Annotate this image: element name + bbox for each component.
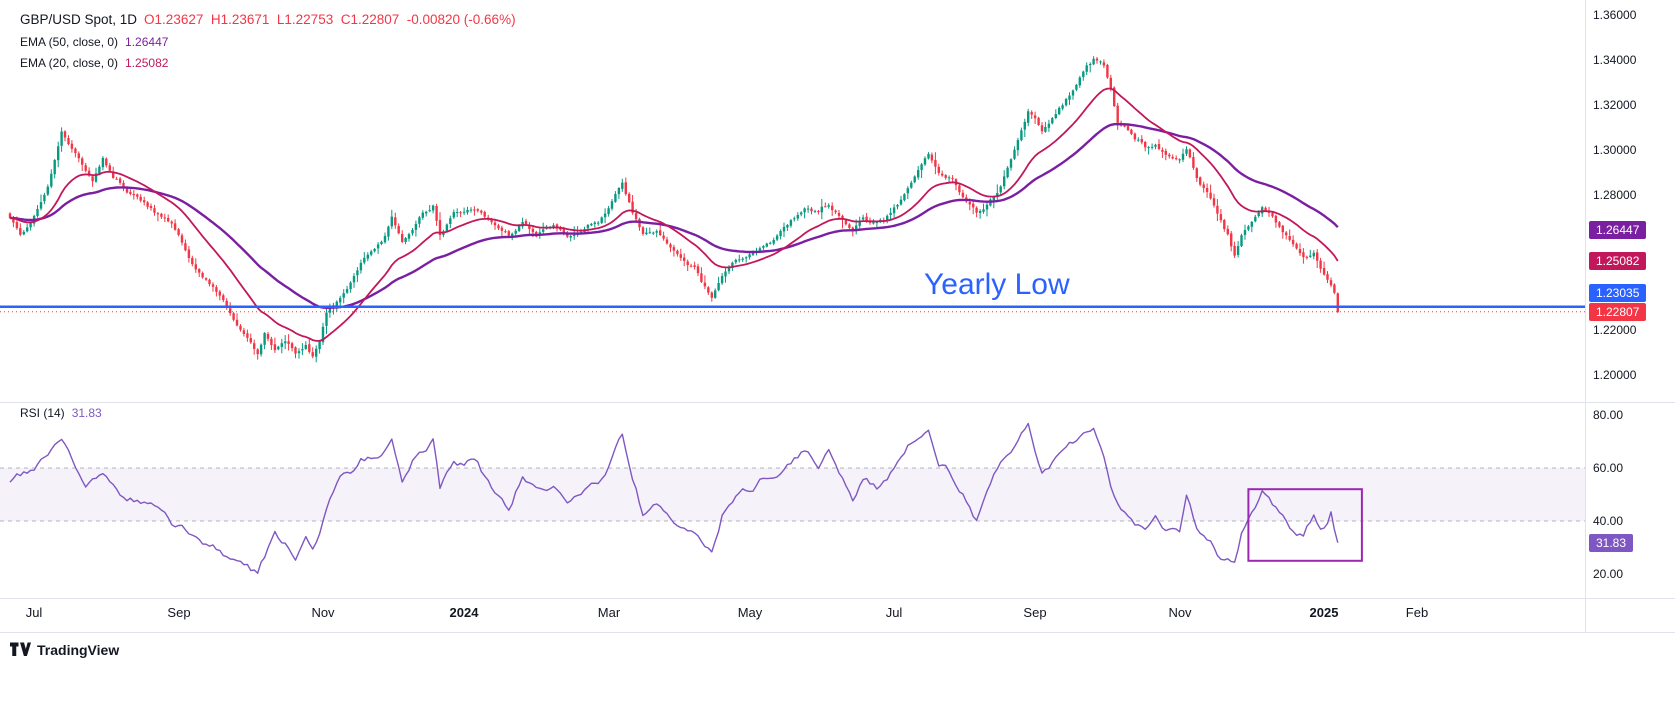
time-axis-label: Nov [311, 605, 335, 620]
tradingview-logo[interactable]: TradingView [10, 641, 119, 658]
price-badge: 1.25082 [1589, 251, 1647, 270]
rsi-band [0, 468, 1585, 521]
ema20-label: EMA (20, close, 0) [20, 56, 119, 70]
price-axis-label: 1.36000 [1593, 8, 1637, 22]
time-axis-label: Sep [1023, 605, 1047, 620]
price-axis-label: 1.30000 [1593, 143, 1637, 157]
rsi-label: RSI (14) [20, 406, 65, 420]
rsi-axis[interactable]: 80.00 60.00 40.00 20.00 31.83 [1585, 402, 1675, 598]
ema50-row[interactable]: EMA (50, close, 0) 1.26447 [20, 35, 516, 49]
price-axis-label: 1.20000 [1593, 368, 1637, 382]
ema20-value: 1.25082 [125, 56, 169, 70]
rsi-axis-label: 80.00 [1593, 408, 1624, 422]
rsi-value: 31.83 [71, 406, 102, 420]
price-badge: 1.26447 [1589, 220, 1647, 239]
ema20-row[interactable]: EMA (20, close, 0) 1.25082 [20, 56, 516, 70]
time-axis-label: May [737, 605, 763, 620]
time-axis-label: Nov [1168, 605, 1192, 620]
time-axis-label: Sep [167, 605, 191, 620]
candles [8, 56, 1339, 363]
price-axis-label: 1.32000 [1593, 98, 1637, 112]
symbol-title: GBP/USD Spot, 1D [20, 12, 138, 27]
time-axis[interactable]: Jul Sep Nov 2024 Mar May Jul Sep Nov 2025 Feb [0, 598, 1675, 632]
rsi-axis-label: 60.00 [1593, 461, 1624, 475]
ema50-line[interactable] [9, 122, 1339, 309]
price-axis-label: 1.22000 [1593, 323, 1637, 337]
tradingview-logo-icon [10, 642, 31, 656]
price-legend: GBP/USD Spot, 1D O1.23627 H1.23671 L1.22… [20, 12, 516, 77]
price-axis-label: 1.34000 [1593, 53, 1637, 67]
time-axis-label: 2025 [1309, 605, 1339, 620]
price-badge: 1.23035 [1589, 283, 1647, 302]
symbol-row[interactable]: GBP/USD Spot, 1D O1.23627 H1.23671 L1.22… [20, 12, 516, 27]
ema50-label: EMA (50, close, 0) [20, 35, 119, 49]
tradingview-logo-text: TradingView [37, 641, 120, 658]
rsi-axis-label: 20.00 [1593, 567, 1624, 581]
yearly-low-label[interactable]: Yearly Low [924, 268, 1070, 301]
ema50-value: 1.26447 [125, 35, 169, 49]
time-axis-label: Mar [597, 605, 621, 620]
rsi-annotation-box[interactable] [1247, 488, 1363, 562]
rsi-axis-label: 40.00 [1593, 514, 1624, 528]
price-badge: 1.22807 [1589, 302, 1647, 321]
time-axis-label: Feb [1405, 605, 1429, 620]
time-axis-label: Jul [885, 605, 903, 620]
time-axis-label: 2024 [449, 605, 479, 620]
rsi-line[interactable] [9, 422, 1339, 574]
ema20-line[interactable] [9, 87, 1339, 342]
price-axis[interactable]: 1.36000 1.34000 1.32000 1.30000 1.28000 1.220… [1585, 0, 1675, 402]
ohlc-values: O1.23627 H1.23671 L1.22753 C1.22807 -0.0… [144, 12, 516, 27]
rsi-badge: 31.83 [1589, 533, 1634, 552]
rsi-legend-row[interactable]: RSI (14) 31.83 [20, 406, 102, 420]
price-axis-label: 1.28000 [1593, 188, 1637, 202]
time-axis-label: Jul [25, 605, 43, 620]
